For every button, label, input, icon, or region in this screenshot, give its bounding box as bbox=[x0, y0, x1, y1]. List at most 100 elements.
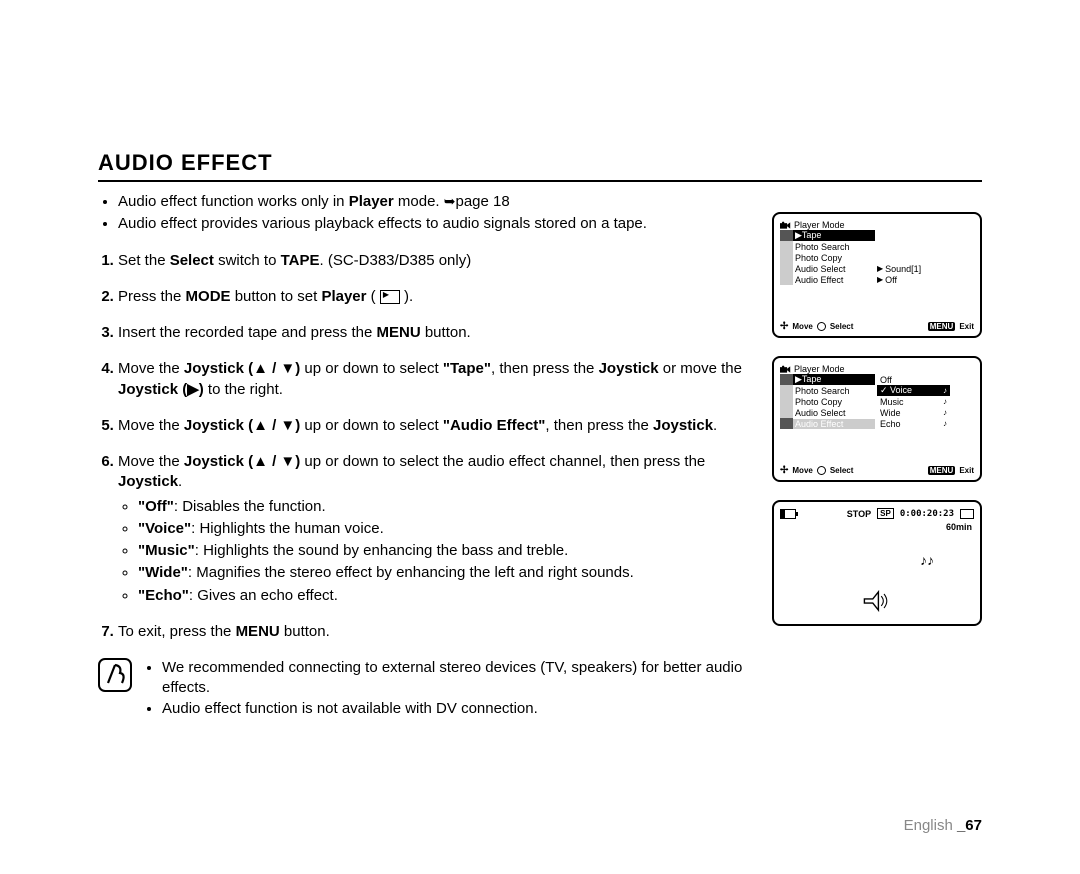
speaker-icon bbox=[863, 590, 891, 614]
intro-item: Audio effect provides various playback e… bbox=[118, 214, 754, 234]
screen2-body: ▶TapePhoto SearchPhoto CopyAudio SelectA… bbox=[780, 374, 974, 429]
sub-item: "Voice": Highlights the human voice. bbox=[138, 519, 754, 539]
sub-item: "Wide": Magnifies the stereo effect by e… bbox=[138, 563, 754, 583]
row-label: Photo Search bbox=[793, 386, 875, 396]
player-mode-icon bbox=[380, 290, 400, 304]
side-value: ▶Off bbox=[877, 274, 921, 285]
row-label: ▶Tape bbox=[793, 230, 875, 241]
screen3-time: 0:00:20:23 bbox=[900, 509, 954, 519]
row-icon bbox=[780, 241, 793, 252]
step-item: Move the Joystick (▲ / ▼) up or down to … bbox=[118, 452, 754, 606]
option-item: Off bbox=[877, 374, 950, 385]
screen3-stop: STOP bbox=[847, 509, 871, 519]
menu-row: ▶Tape bbox=[780, 230, 875, 241]
battery-icon bbox=[780, 509, 796, 519]
option-item: Music♪ bbox=[877, 396, 950, 407]
menu-row: Photo Copy bbox=[780, 396, 875, 407]
intro-item: Audio effect function works only in Play… bbox=[118, 192, 754, 212]
row-label: Audio Effect bbox=[793, 419, 875, 429]
step-item: Move the Joystick (▲ / ▼) up or down to … bbox=[118, 416, 754, 436]
screen1-title: Player Mode bbox=[794, 220, 845, 230]
row-label: ▶Tape bbox=[793, 374, 875, 385]
steps-list: Set the Select switch to TAPE. (SC-D383/… bbox=[98, 251, 754, 643]
screen3-topbar: STOP SP 0:00:20:23 bbox=[780, 508, 974, 519]
row-label: Audio Select bbox=[793, 408, 875, 418]
menu-row: Audio Select bbox=[780, 407, 875, 418]
screen2-exit: Exit bbox=[959, 466, 974, 475]
lcd-screen-3: STOP SP 0:00:20:23 60min ♪♪ bbox=[772, 500, 982, 626]
camera-icon bbox=[780, 221, 791, 230]
step-sublist: "Off": Disables the function."Voice": Hi… bbox=[118, 497, 754, 606]
menu-row: Audio Effect bbox=[780, 418, 875, 429]
row-label: Audio Effect bbox=[793, 275, 875, 285]
screen2-move: Move bbox=[792, 466, 812, 475]
step-item: Set the Select switch to TAPE. (SC-D383/… bbox=[118, 251, 754, 271]
row-icon bbox=[780, 263, 793, 274]
row-label: Audio Select bbox=[793, 264, 875, 274]
menu-row: Audio Effect bbox=[780, 274, 875, 285]
tape-icon bbox=[960, 509, 974, 519]
screen1-menu: ▶TapePhoto SearchPhoto CopyAudio SelectA… bbox=[780, 230, 875, 285]
row-label: Photo Copy bbox=[793, 397, 875, 407]
intro-list: Audio effect function works only in Play… bbox=[98, 192, 754, 235]
screen3-sp: SP bbox=[877, 508, 894, 519]
left-column: Audio effect function works only in Play… bbox=[98, 192, 754, 719]
screen2-menu-label: MENU bbox=[928, 466, 956, 475]
page-footer: English _67 bbox=[904, 817, 982, 834]
menu-row: Audio Select bbox=[780, 263, 875, 274]
screen1-body: ▶TapePhoto SearchPhoto CopyAudio SelectA… bbox=[780, 230, 974, 285]
page-title: AUDIO EFFECT bbox=[98, 150, 982, 182]
row-icon bbox=[780, 396, 793, 407]
lcd-screen-1: Player Mode ▶TapePhoto SearchPhoto CopyA… bbox=[772, 212, 982, 338]
menu-row: Photo Search bbox=[780, 385, 875, 396]
row-icon bbox=[780, 274, 793, 285]
camera-icon bbox=[780, 365, 791, 374]
sub-item: "Off": Disables the function. bbox=[138, 497, 754, 517]
option-item: ✓ Voice♪ bbox=[877, 385, 950, 396]
select-icon bbox=[817, 466, 826, 475]
row-icon bbox=[780, 252, 793, 263]
select-icon bbox=[817, 322, 826, 331]
option-item: Wide♪ bbox=[877, 407, 950, 418]
footer-page: _67 bbox=[957, 817, 982, 834]
sub-item: "Echo": Gives an echo effect. bbox=[138, 586, 754, 606]
menu-row: Photo Search bbox=[780, 241, 875, 252]
move-icon: ✢ bbox=[780, 321, 788, 332]
footer-lang: English bbox=[904, 817, 953, 834]
note-item: We recommended connecting to external st… bbox=[162, 658, 754, 699]
screen2-select: Select bbox=[830, 466, 854, 475]
row-label: Photo Copy bbox=[793, 253, 875, 263]
option-item: Echo♪ bbox=[877, 418, 950, 429]
screen2-menu: ▶TapePhoto SearchPhoto CopyAudio SelectA… bbox=[780, 374, 875, 429]
step-item: Insert the recorded tape and press the M… bbox=[118, 323, 754, 343]
note-block: We recommended connecting to external st… bbox=[98, 658, 754, 719]
voice-effect-icon: ♪♪ bbox=[920, 552, 934, 568]
right-column: Player Mode ▶TapePhoto SearchPhoto CopyA… bbox=[772, 192, 982, 719]
screen2-options: Off✓ Voice♪Music♪Wide♪Echo♪ bbox=[877, 374, 950, 429]
note-icon bbox=[98, 658, 132, 692]
screen1-select: Select bbox=[830, 322, 854, 331]
screen2-title: Player Mode bbox=[794, 364, 845, 374]
screen1-menu-label: MENU bbox=[928, 322, 956, 331]
screen1-move: Move bbox=[792, 322, 812, 331]
content-area: Audio effect function works only in Play… bbox=[98, 192, 982, 719]
screen3-duration: 60min bbox=[946, 522, 972, 532]
screen1-footer: ✢ Move Select MENU Exit bbox=[780, 321, 974, 332]
lcd-screen-2: Player Mode ▶TapePhoto SearchPhoto CopyA… bbox=[772, 356, 982, 482]
menu-row: Photo Copy bbox=[780, 252, 875, 263]
row-label: Photo Search bbox=[793, 242, 875, 252]
menu-row: ▶Tape bbox=[780, 374, 875, 385]
note-list: We recommended connecting to external st… bbox=[142, 658, 754, 719]
step-item: Press the MODE button to set Player ( ). bbox=[118, 287, 754, 307]
step-item: Move the Joystick (▲ / ▼) up or down to … bbox=[118, 359, 754, 400]
row-icon bbox=[780, 385, 793, 396]
move-icon: ✢ bbox=[780, 465, 788, 476]
step-item: To exit, press the MENU button. bbox=[118, 622, 754, 642]
screen2-header: Player Mode bbox=[780, 364, 974, 374]
sub-item: "Music": Highlights the sound by enhanci… bbox=[138, 541, 754, 561]
note-item: Audio effect function is not available w… bbox=[162, 699, 754, 719]
row-icon bbox=[780, 374, 793, 385]
row-icon bbox=[780, 407, 793, 418]
manual-page: AUDIO EFFECT Audio effect function works… bbox=[0, 0, 1080, 874]
screen1-exit: Exit bbox=[959, 322, 974, 331]
